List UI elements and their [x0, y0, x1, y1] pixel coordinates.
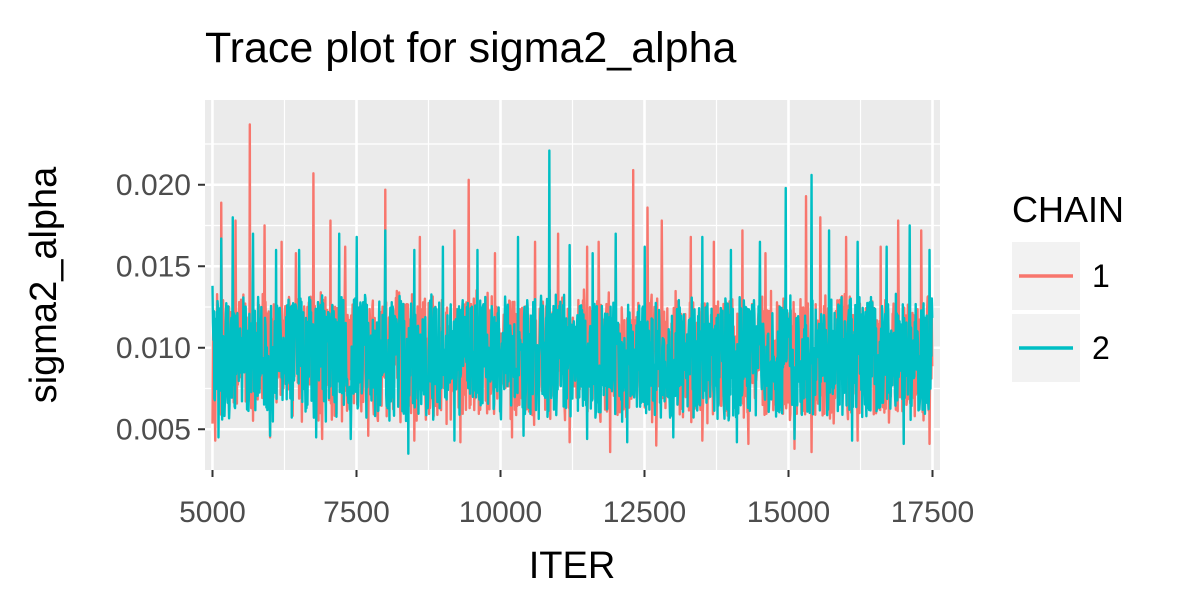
series-line-chain-2 — [211, 149, 934, 455]
legend-label-chain-2: 2 — [1092, 330, 1110, 366]
y-tick-label: 0.020 — [116, 169, 191, 202]
y-axis-label: sigma2_alpha — [23, 166, 65, 403]
legend-label-chain-1: 1 — [1092, 258, 1110, 294]
y-tick-label: 0.010 — [116, 332, 191, 365]
x-tick-label: 15000 — [747, 496, 830, 529]
x-tick-label: 17500 — [891, 496, 974, 529]
x-tick-label: 12500 — [603, 496, 686, 529]
legend: CHAIN 12 — [1012, 189, 1124, 382]
y-tick-label: 0.015 — [116, 250, 191, 283]
legend-items: 12 — [1012, 242, 1110, 382]
x-axis-label: ITER — [529, 545, 616, 587]
legend-key-chain-2 — [1012, 314, 1080, 382]
chart-title: Trace plot for sigma2_alpha — [205, 24, 736, 72]
x-tick-label: 5000 — [179, 496, 246, 529]
y-tick-label: 0.005 — [116, 413, 191, 446]
x-tick-label: 7500 — [323, 496, 390, 529]
y-axis: 0.005 0.010 0.015 0.020 — [116, 169, 205, 446]
series-layer — [211, 123, 934, 455]
x-axis: 5000 7500 10000 12500 15000 17500 — [179, 470, 974, 529]
legend-key-chain-1 — [1012, 242, 1080, 310]
x-tick-label: 10000 — [459, 496, 542, 529]
legend-title: CHAIN — [1012, 189, 1124, 230]
